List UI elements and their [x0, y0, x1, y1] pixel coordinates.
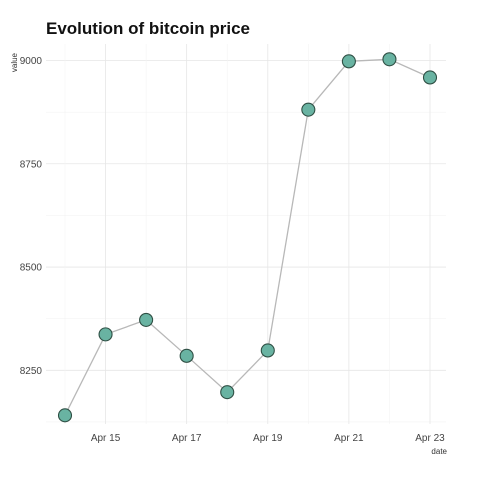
x-axis-label: date [431, 447, 447, 456]
data-point [301, 102, 316, 117]
data-point [98, 327, 113, 342]
data-point [57, 408, 73, 423]
data-point [382, 52, 397, 67]
x-tick-label: Apr 21 [334, 433, 364, 444]
chart-title: Evolution of bitcoin price [46, 19, 250, 38]
y-tick-label: 9000 [20, 56, 43, 67]
y-tick-label: 8750 [20, 159, 43, 170]
data-point [422, 70, 438, 85]
y-tick-label: 8250 [20, 366, 43, 377]
grid-lines [46, 44, 446, 424]
y-tick-labels: 8250 8500 8750 9000 [20, 56, 43, 377]
data-point [179, 348, 194, 363]
y-tick-label: 8500 [20, 263, 43, 274]
x-tick-labels: Apr 15 Apr 17 Apr 19 Apr 21 Apr 23 [91, 433, 445, 444]
data-point [139, 312, 154, 327]
x-tick-label: Apr 23 [415, 433, 445, 444]
data-point [341, 54, 356, 69]
series-line [64, 58, 431, 416]
x-tick-label: Apr 15 [91, 433, 121, 444]
data-point [220, 385, 235, 400]
x-tick-label: Apr 19 [253, 433, 283, 444]
x-tick-label: Apr 17 [172, 433, 202, 444]
y-axis-label: value [10, 52, 19, 72]
series-line-group [64, 58, 431, 416]
data-points [57, 52, 438, 423]
data-point [260, 343, 275, 358]
